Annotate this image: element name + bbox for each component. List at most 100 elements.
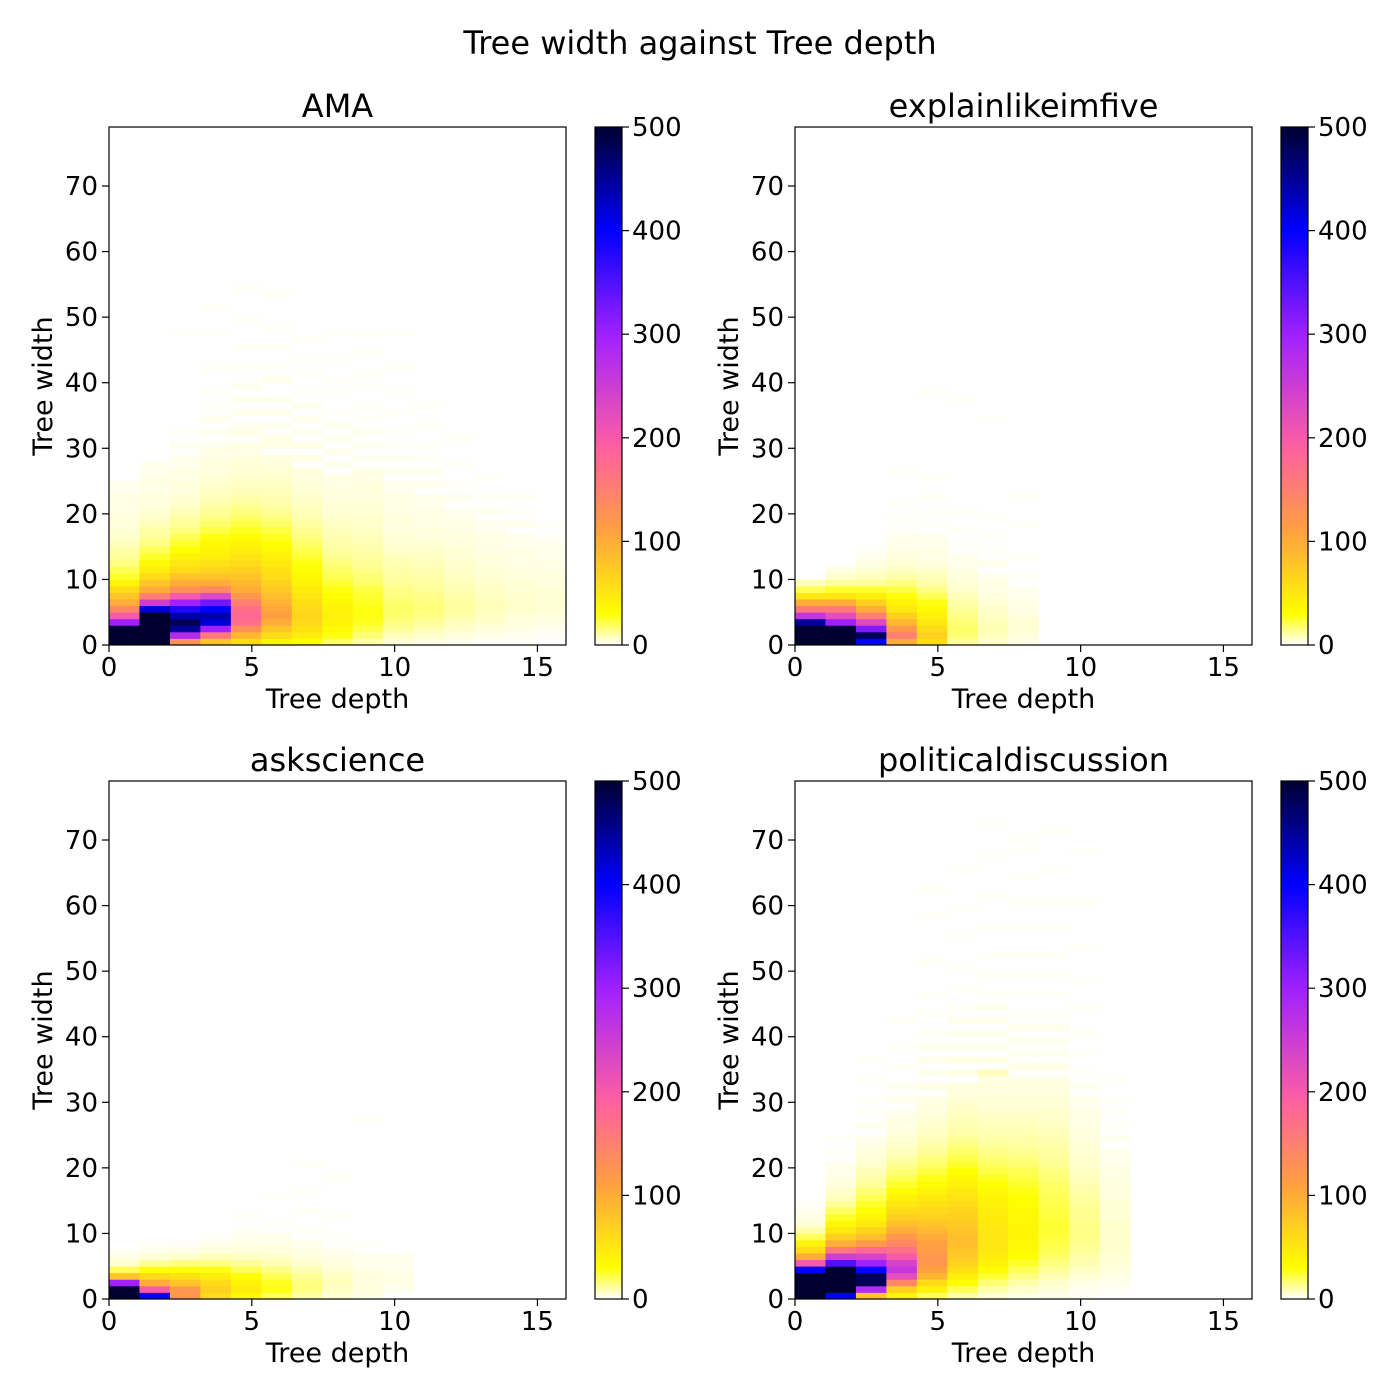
heatmap-cell xyxy=(413,585,445,593)
colorbar-tick-label: 400 xyxy=(1318,217,1368,247)
heatmap-cell xyxy=(444,605,475,613)
heatmap-cell xyxy=(535,566,567,574)
heatmap-cell xyxy=(916,1285,948,1293)
heatmap-cell xyxy=(1008,1023,1040,1031)
heatmap-cell xyxy=(1069,1154,1101,1162)
heatmap-cell xyxy=(1008,494,1040,502)
heatmap-cell xyxy=(230,1239,262,1247)
heatmap-cell xyxy=(825,1180,857,1188)
heatmap-cell xyxy=(977,1246,1009,1254)
heatmap-cell xyxy=(1069,1135,1101,1143)
heatmap-cell xyxy=(1038,1246,1070,1254)
heatmap-cell xyxy=(169,487,201,495)
heatmap-cell xyxy=(444,625,475,633)
heatmap-cell xyxy=(1069,899,1101,906)
heatmap-cell xyxy=(261,559,293,567)
heatmap-cell xyxy=(535,592,567,600)
heatmap-cell xyxy=(855,1292,887,1300)
heatmap-cell xyxy=(977,1148,1009,1156)
heatmap-cell xyxy=(886,579,918,587)
heatmap-cell xyxy=(1069,846,1101,854)
heatmap-cell xyxy=(291,1207,323,1215)
heatmap-cell xyxy=(444,494,475,502)
heatmap-cell xyxy=(169,454,201,462)
heatmap-cell xyxy=(795,1292,826,1300)
heatmap-cell xyxy=(200,553,232,561)
heatmap-cell xyxy=(977,1213,1009,1221)
y-tick-label: 50 xyxy=(65,303,98,333)
heatmap-cell xyxy=(886,631,918,639)
heatmap-cell xyxy=(1008,1082,1040,1090)
heatmap-cell xyxy=(825,1174,857,1182)
heatmap-cell xyxy=(169,513,201,521)
heatmap-cell xyxy=(261,1194,293,1202)
heatmap-cell xyxy=(1069,977,1101,985)
heatmap-cell xyxy=(261,408,293,416)
heatmap-cell xyxy=(200,1266,232,1274)
heatmap-cell xyxy=(505,507,536,515)
heatmap-cell xyxy=(444,553,475,561)
heatmap-cell xyxy=(109,494,140,502)
heatmap-cell xyxy=(886,1062,918,1070)
x-tick-label: 15 xyxy=(521,1307,554,1337)
heatmap-cell xyxy=(795,585,826,593)
heatmap-cell xyxy=(855,1154,887,1162)
heatmap-cell xyxy=(200,540,232,548)
heatmap-cell xyxy=(1038,990,1070,998)
heatmap-cell xyxy=(825,1233,857,1241)
heatmap-cell xyxy=(352,428,384,436)
heatmap-cell xyxy=(109,540,140,548)
heatmap-cell xyxy=(1038,1239,1070,1247)
heatmap-cell xyxy=(352,507,384,515)
heatmap-cell xyxy=(352,566,384,574)
heatmap-cell xyxy=(947,866,979,874)
heatmap-cell xyxy=(855,1213,887,1221)
heatmap-cell xyxy=(916,1259,948,1267)
heatmap-cell xyxy=(1008,1194,1040,1202)
heatmap-cell xyxy=(505,540,536,548)
heatmap-cell xyxy=(1008,951,1040,959)
colorbar xyxy=(1280,780,1309,1300)
heatmap-cell xyxy=(261,487,293,495)
heatmap-cell xyxy=(230,428,262,436)
heatmap-cell xyxy=(1038,1292,1070,1300)
heatmap-cell xyxy=(261,618,293,626)
heatmap-cell xyxy=(886,592,918,600)
heatmap-cell xyxy=(352,1266,384,1274)
heatmap-cell xyxy=(1099,1187,1131,1195)
heatmap-cell xyxy=(352,402,384,410)
heatmap-cell xyxy=(169,461,201,469)
heatmap-cell xyxy=(977,971,1009,979)
heatmap-cell xyxy=(413,467,445,475)
heatmap-cell xyxy=(1038,1010,1070,1018)
heatmap-cell xyxy=(109,585,140,593)
heatmap-cell xyxy=(535,533,567,541)
heatmap-cell xyxy=(1008,1187,1040,1195)
heatmap-cell xyxy=(474,618,506,626)
heatmap-cell xyxy=(1099,1161,1131,1169)
heatmap-cell xyxy=(291,441,323,449)
heatmap-cell xyxy=(855,1174,887,1182)
heatmap-cell xyxy=(855,592,887,600)
heatmap-cell xyxy=(291,566,323,574)
heatmap-cell xyxy=(947,605,979,613)
heatmap-cell xyxy=(1008,1076,1040,1084)
heatmap-cell xyxy=(1038,899,1070,906)
x-axis-label: Tree depth xyxy=(265,1338,409,1369)
heatmap-cell xyxy=(1008,1161,1040,1169)
heatmap-cell xyxy=(947,572,979,580)
heatmap-cell xyxy=(1008,1259,1040,1267)
heatmap-cell xyxy=(825,1259,857,1267)
heatmap-cell xyxy=(886,1148,918,1156)
heatmap-cell xyxy=(977,1154,1009,1162)
colorbar-tick-label: 200 xyxy=(632,424,682,454)
y-tick-label: 60 xyxy=(751,892,784,922)
heatmap-cell xyxy=(383,625,415,633)
y-tick-label: 30 xyxy=(65,1088,98,1118)
heatmap-cell xyxy=(886,1194,918,1202)
heatmap-cell xyxy=(977,415,1009,423)
heatmap-cell xyxy=(261,520,293,528)
heatmap-cell xyxy=(916,1135,948,1143)
heatmap-cell xyxy=(109,572,140,580)
